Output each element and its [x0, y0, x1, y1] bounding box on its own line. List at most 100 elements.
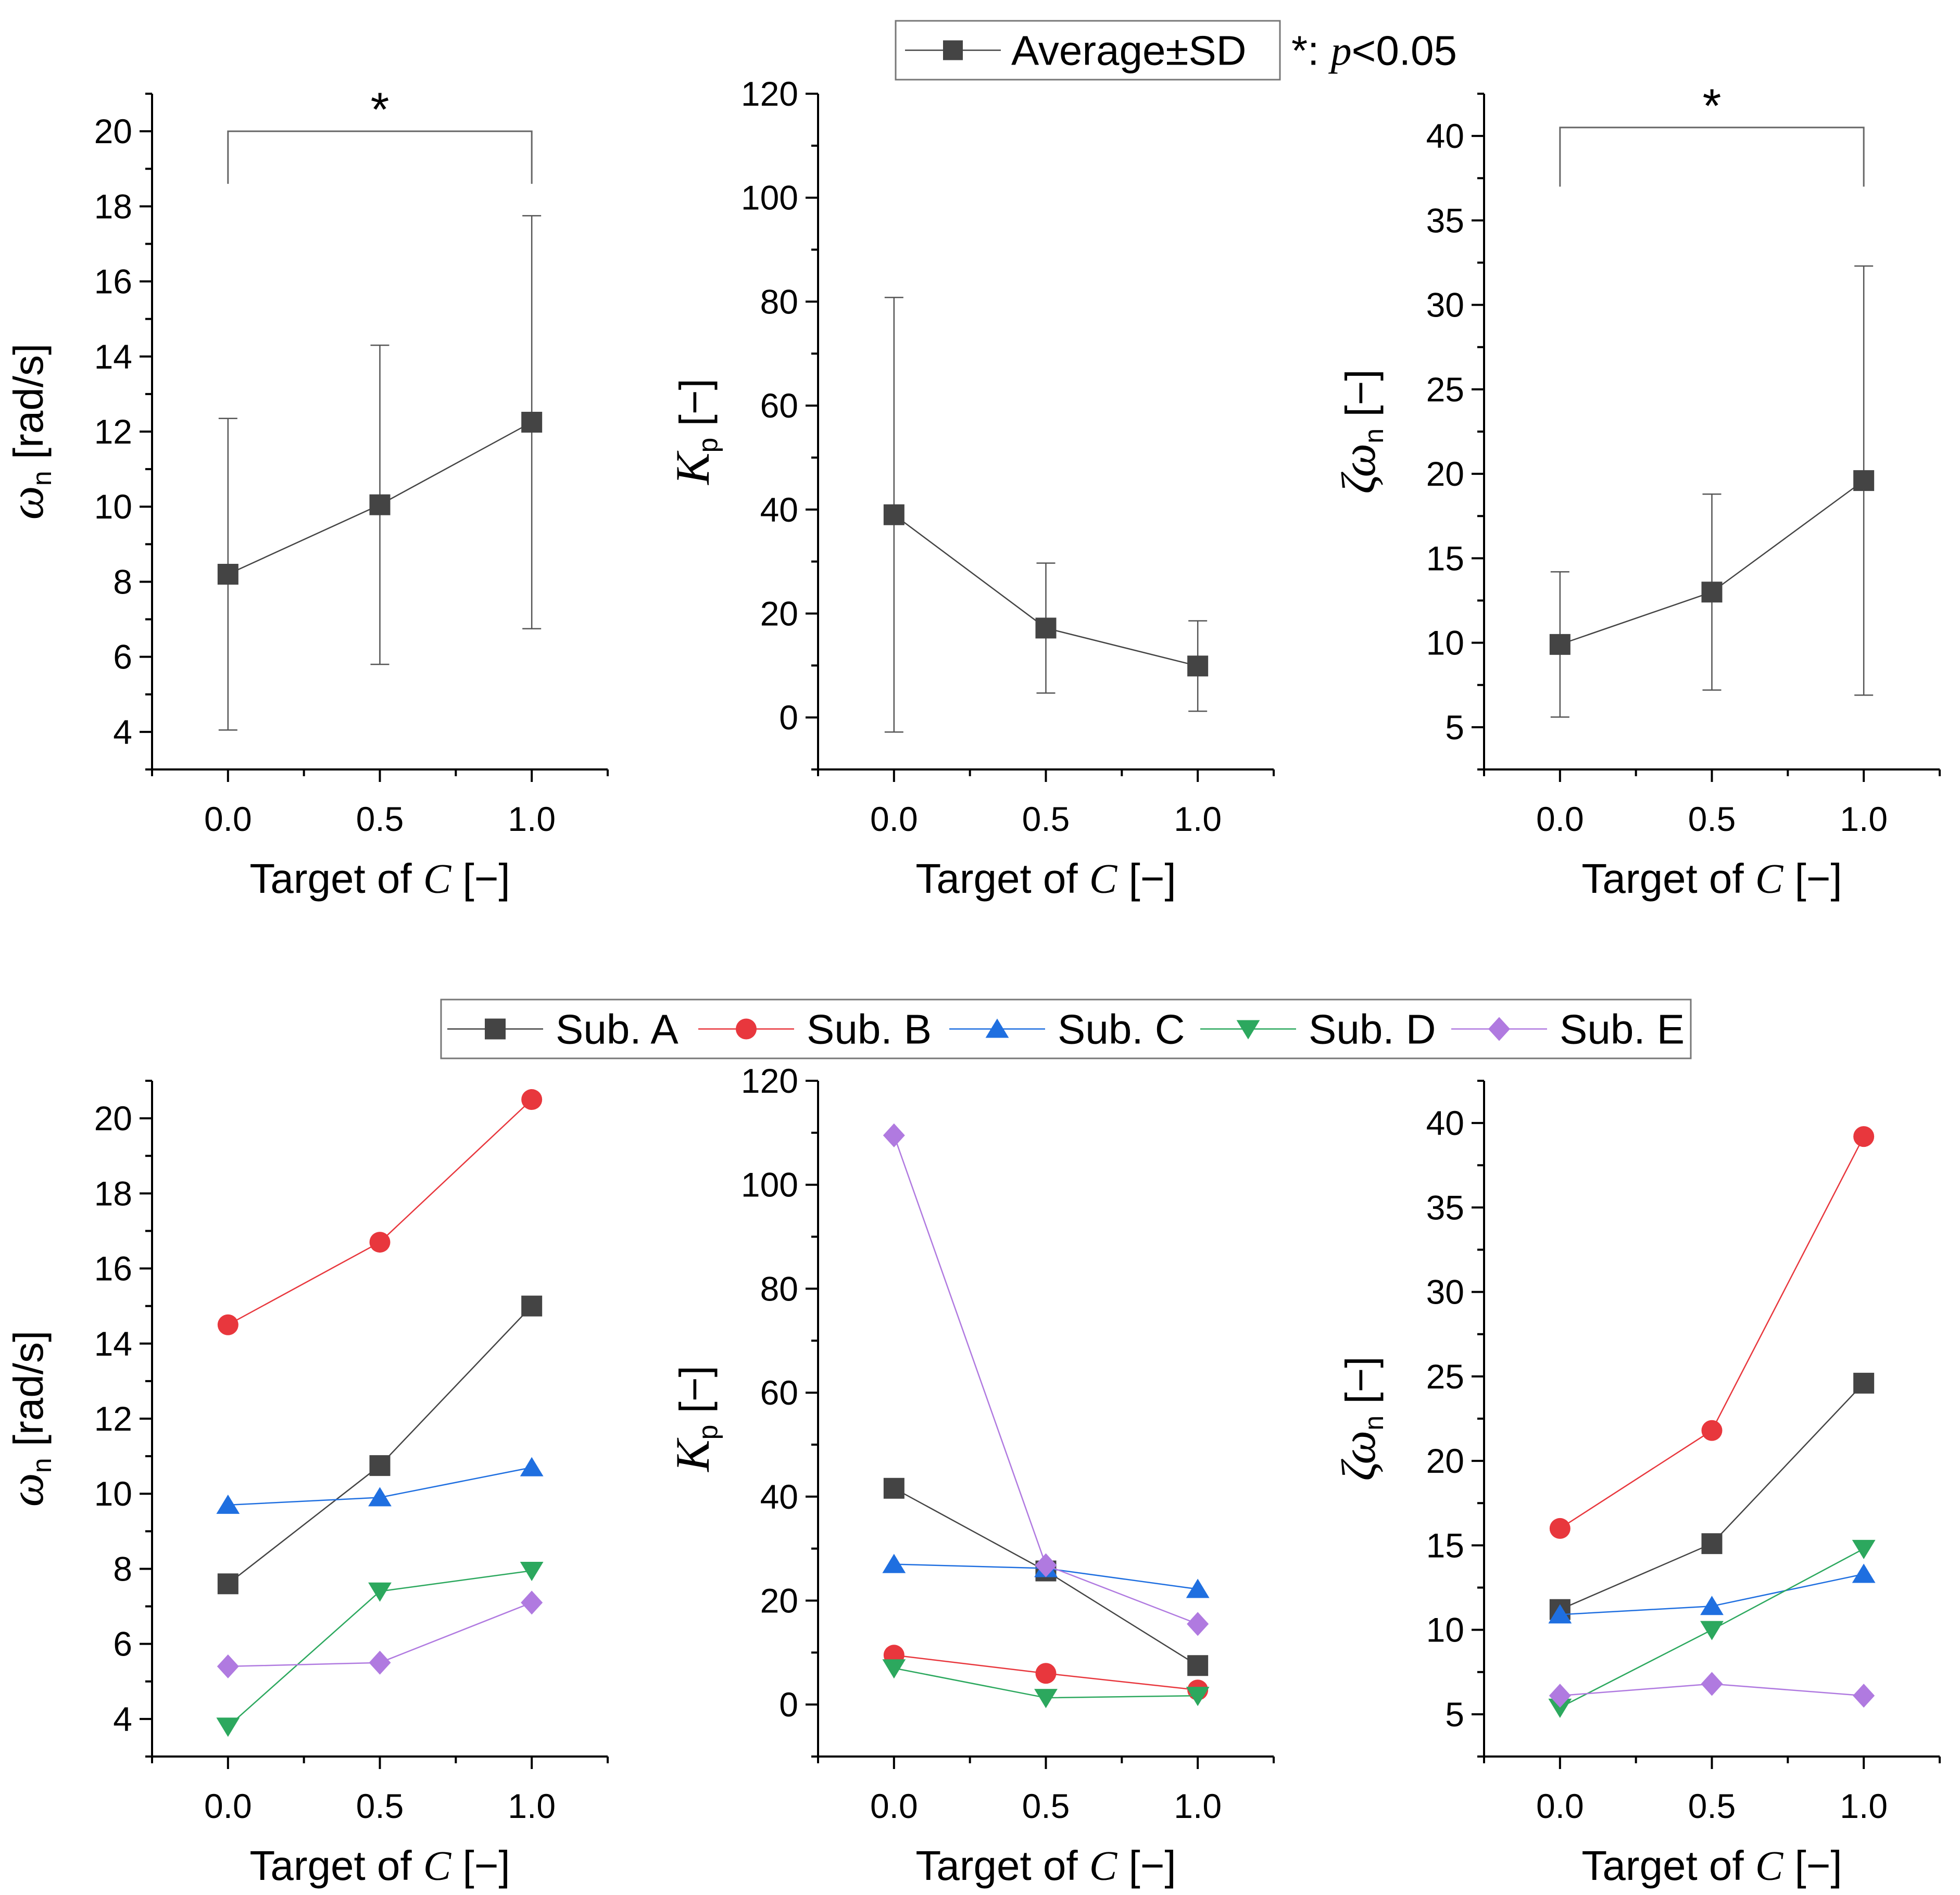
x-tick-label: 0.0 — [204, 800, 252, 838]
legend-top: Average±SD *: p<0.05 — [895, 20, 1457, 81]
x-tick-label: 0.5 — [1688, 800, 1736, 838]
series-sub-d — [882, 1659, 1210, 1709]
data-point — [883, 1477, 904, 1499]
legend-marker — [985, 1018, 1009, 1038]
y-tick-label: 4 — [113, 1700, 132, 1738]
y-tick-label: 12 — [94, 412, 132, 451]
data-point — [369, 1650, 391, 1675]
legend-label: Sub. E — [1560, 1006, 1685, 1053]
data-point — [217, 1654, 239, 1678]
legend-marker — [1488, 1017, 1510, 1041]
data-point — [1035, 1663, 1057, 1684]
data-point — [1700, 1621, 1724, 1640]
y-axis-title: Kp [−] — [666, 378, 723, 486]
series-sub-e — [883, 1123, 1209, 1636]
data-point — [216, 1717, 240, 1737]
series-line — [893, 1135, 1198, 1625]
y-tick-label: 80 — [760, 1269, 798, 1308]
data-point — [1701, 1533, 1723, 1555]
x-axis-title: Target of C [−] — [1581, 1842, 1842, 1889]
y-tick-label: 80 — [760, 282, 798, 321]
x-tick-label: 0.0 — [1536, 1787, 1584, 1825]
y-tick-label: 20 — [760, 594, 798, 633]
data-point — [1548, 1698, 1572, 1718]
x-axis-title: Target of C [−] — [249, 1842, 510, 1889]
data-point — [521, 411, 543, 433]
data-point — [1549, 634, 1570, 655]
y-tick-label: 35 — [1426, 201, 1464, 239]
legend-item-sub-d: Sub. D — [1200, 1006, 1436, 1053]
series-sub-b — [1549, 1126, 1875, 1539]
data-point — [1035, 1553, 1057, 1577]
y-axis-title: ζωn [−] — [1332, 1356, 1389, 1481]
series-line — [1560, 1382, 1865, 1610]
y-tick-label: 14 — [94, 337, 132, 376]
data-point — [1853, 1372, 1875, 1394]
x-tick-label: 0.5 — [1022, 800, 1070, 838]
significance-bracket: * — [227, 83, 533, 184]
y-tick-label: 100 — [741, 179, 798, 217]
y-tick-label: 0 — [779, 698, 798, 737]
y-tick-label: 16 — [94, 1249, 132, 1288]
x-tick-label: 0.5 — [1688, 1787, 1736, 1825]
bracket-line — [1559, 127, 1865, 187]
x-tick-label: 0.0 — [870, 1787, 918, 1825]
y-tick-label: 60 — [760, 386, 798, 425]
legend-label: Sub. B — [807, 1006, 932, 1053]
legend-bottom: Sub. A Sub. B Sub. C Sub. D Sub. E — [440, 999, 1692, 1059]
series-average-sd — [1549, 265, 1875, 718]
y-tick-label: 8 — [113, 1549, 132, 1588]
y-tick-label: 16 — [94, 262, 132, 301]
significance-note: *: p<0.05 — [1291, 28, 1457, 74]
data-point — [1549, 1684, 1571, 1708]
y-tick-label: 120 — [741, 74, 798, 113]
data-point — [1549, 1518, 1570, 1539]
data-point — [1852, 1539, 1876, 1559]
series-line — [1560, 1136, 1865, 1529]
data-point — [368, 1487, 392, 1507]
panel-average-omega: 4 6 8 10 12 14 16 18 20 0.0 0.5 1.0 Target of C [−] ω… — [0, 83, 609, 902]
y-tick-label: 5 — [1445, 708, 1464, 747]
x-tick-label: 1.0 — [1840, 800, 1888, 838]
data-point — [1701, 1420, 1723, 1441]
y-tick-label: 35 — [1426, 1188, 1464, 1227]
series-line — [228, 1099, 533, 1325]
bracket-line — [227, 130, 533, 184]
data-point — [1034, 1689, 1058, 1709]
series-line — [228, 1305, 533, 1585]
series-average-sd — [883, 297, 1209, 733]
legend-marker — [1236, 1020, 1260, 1040]
data-point — [1853, 470, 1875, 491]
data-point — [521, 1295, 543, 1317]
data-point — [1852, 1563, 1876, 1583]
significance-star: * — [371, 83, 390, 136]
data-point — [1187, 1612, 1209, 1636]
data-point — [1548, 1604, 1572, 1624]
legend-marker — [736, 1018, 757, 1040]
legend-item-sub-e: Sub. E — [1451, 1006, 1685, 1053]
data-point — [1700, 1596, 1724, 1615]
series-sub-a — [1549, 1372, 1875, 1620]
y-axis-title: Kp [−] — [666, 1366, 723, 1473]
data-point — [521, 1590, 543, 1615]
series-sub-a — [217, 1295, 543, 1595]
data-point — [1187, 1655, 1209, 1676]
series-sub-d — [1548, 1539, 1876, 1718]
y-tick-label: 40 — [760, 1477, 798, 1516]
data-point — [217, 1314, 238, 1335]
y-axis-title: ωn [rad/s] — [0, 1331, 57, 1507]
data-point — [1853, 1684, 1875, 1708]
legend-item-sub-b: Sub. B — [698, 1006, 932, 1053]
x-tick-label: 0.0 — [870, 800, 918, 838]
x-tick-label: 1.0 — [1840, 1787, 1888, 1825]
y-tick-label: 5 — [1445, 1695, 1464, 1734]
panel-subject-zeta-omega: 5 10 15 20 25 30 35 40 0.0 0.5 1.0 Target of C [−] ζ… — [1332, 1080, 1941, 1889]
panel-average-kp: 0 20 40 60 80 100 120 0.0 0.5 1.0 Target of C [−] K… — [666, 74, 1275, 902]
legend-label: Sub. A — [556, 1006, 679, 1053]
y-tick-label: 20 — [760, 1581, 798, 1620]
data-point — [1035, 617, 1057, 639]
x-axis-title: Target of C [−] — [915, 855, 1176, 902]
panel-average-zeta-omega: 5 10 15 20 25 30 35 40 0.0 0.5 1.0 Target of C [−] ζ… — [1332, 80, 1941, 902]
data-point — [1187, 655, 1209, 677]
y-tick-label: 10 — [1426, 624, 1464, 662]
